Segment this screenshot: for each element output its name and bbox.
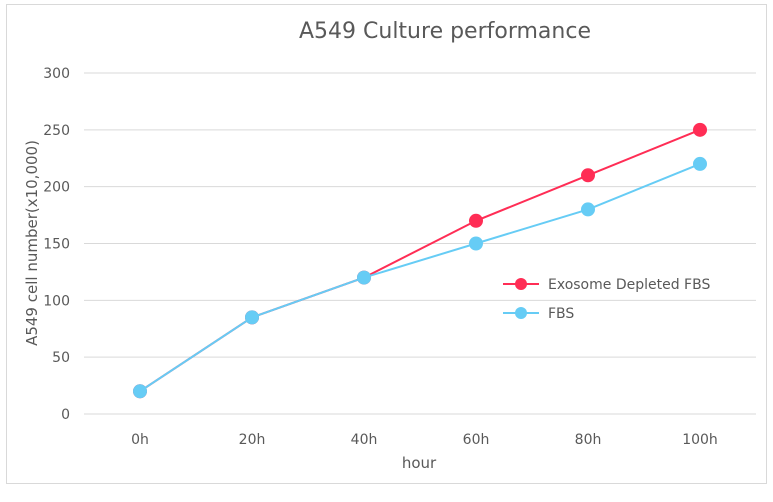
x-tick-label: 0h bbox=[131, 432, 149, 448]
data-point bbox=[693, 122, 707, 137]
data-point bbox=[469, 213, 483, 228]
x-axis-ticks: 0h 20h 40h 60h 80h 100h bbox=[131, 432, 718, 448]
y-tick-label: 200 bbox=[43, 180, 70, 196]
y-tick-label: 50 bbox=[52, 350, 70, 366]
y-tick-label: 150 bbox=[43, 237, 70, 253]
series-layer bbox=[133, 122, 707, 399]
series-2 bbox=[133, 156, 707, 399]
chart-title: A549 Culture performance bbox=[299, 19, 591, 44]
data-point bbox=[245, 310, 259, 325]
data-point bbox=[693, 156, 707, 171]
data-point bbox=[469, 236, 483, 251]
y-axis-label: A549 cell number(x10,000) bbox=[23, 140, 41, 346]
legend-item: Exosome Depleted FBS bbox=[503, 277, 710, 293]
gridlines bbox=[84, 72, 756, 415]
data-point bbox=[357, 270, 371, 285]
legend-item: FBS bbox=[503, 306, 574, 322]
x-tick-label: 80h bbox=[575, 432, 602, 448]
series-line bbox=[139, 163, 701, 393]
x-axis-label: hour bbox=[402, 454, 437, 472]
legend-label: Exosome Depleted FBS bbox=[548, 277, 710, 293]
y-tick-label: 250 bbox=[43, 123, 70, 139]
data-point bbox=[581, 168, 595, 183]
x-tick-label: 100h bbox=[682, 432, 718, 448]
data-point bbox=[581, 202, 595, 217]
x-tick-label: 40h bbox=[351, 432, 378, 448]
legend-marker bbox=[515, 278, 527, 290]
y-tick-label: 300 bbox=[43, 66, 70, 82]
x-tick-label: 60h bbox=[463, 432, 490, 448]
legend: Exosome Depleted FBS FBS bbox=[503, 277, 710, 322]
legend-marker bbox=[515, 307, 527, 319]
legend-label: FBS bbox=[548, 306, 574, 322]
x-tick-label: 20h bbox=[239, 432, 266, 448]
y-axis-ticks: 0 50 100 150 200 250 300 bbox=[43, 66, 70, 423]
y-tick-label: 100 bbox=[43, 293, 70, 309]
data-point bbox=[133, 384, 147, 399]
y-tick-label: 0 bbox=[61, 407, 70, 423]
